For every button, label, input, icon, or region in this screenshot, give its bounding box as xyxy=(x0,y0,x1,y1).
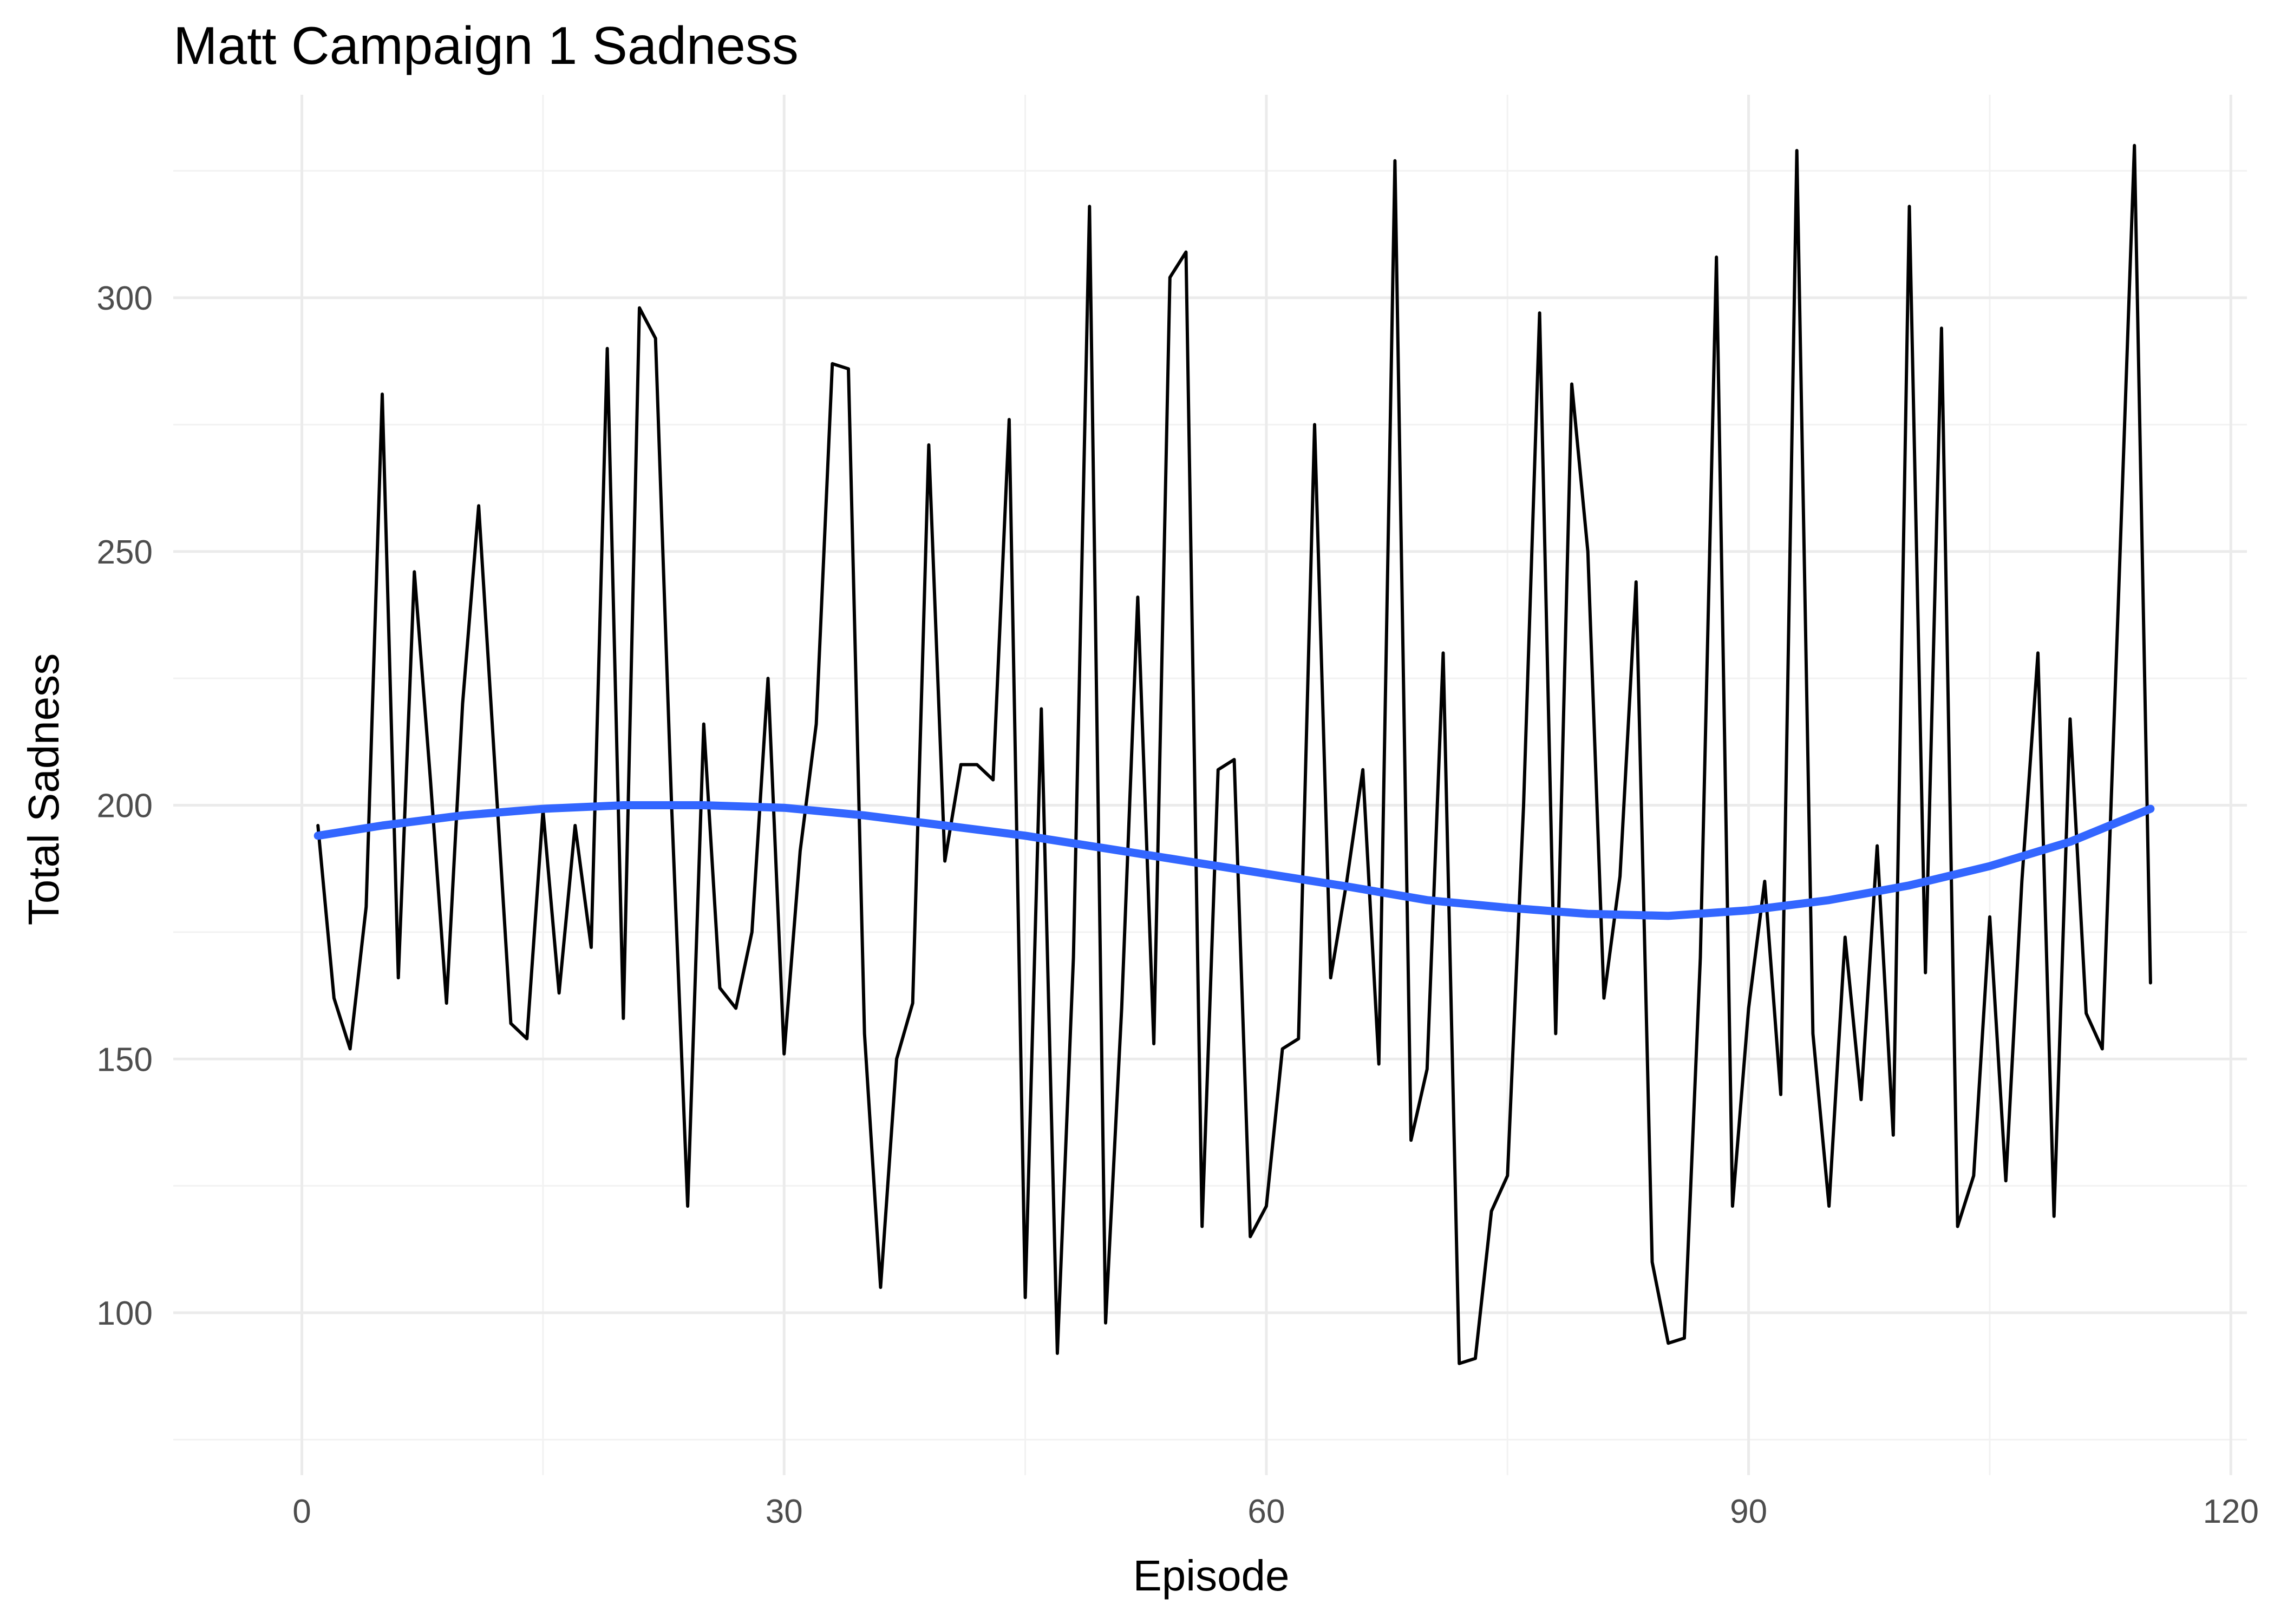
grid xyxy=(173,95,2247,1475)
x-tick-label: 0 xyxy=(292,1493,311,1530)
chart-title: Matt Campaign 1 Sadness xyxy=(173,16,799,75)
x-tick-label: 90 xyxy=(1730,1493,1767,1530)
y-tick-label: 100 xyxy=(97,1295,153,1332)
x-tick-label: 60 xyxy=(1247,1493,1285,1530)
y-tick-label: 300 xyxy=(97,280,153,317)
smooth-trend-line xyxy=(313,801,2155,920)
y-tick-label: 200 xyxy=(97,788,153,825)
y-axis-title: Total Sadness xyxy=(19,653,68,926)
sadness-series-line xyxy=(316,143,2152,1365)
x-axis-ticks: 0 30 60 90 120 xyxy=(292,1493,2259,1530)
y-tick-label: 250 xyxy=(97,534,153,571)
x-tick-label: 120 xyxy=(2203,1493,2259,1530)
plot-area xyxy=(313,143,2155,1365)
y-axis-ticks: 100 150 200 250 300 xyxy=(97,280,153,1332)
y-tick-label: 150 xyxy=(97,1041,153,1078)
x-axis-title: Episode xyxy=(1133,1551,1289,1600)
x-tick-label: 30 xyxy=(766,1493,803,1530)
